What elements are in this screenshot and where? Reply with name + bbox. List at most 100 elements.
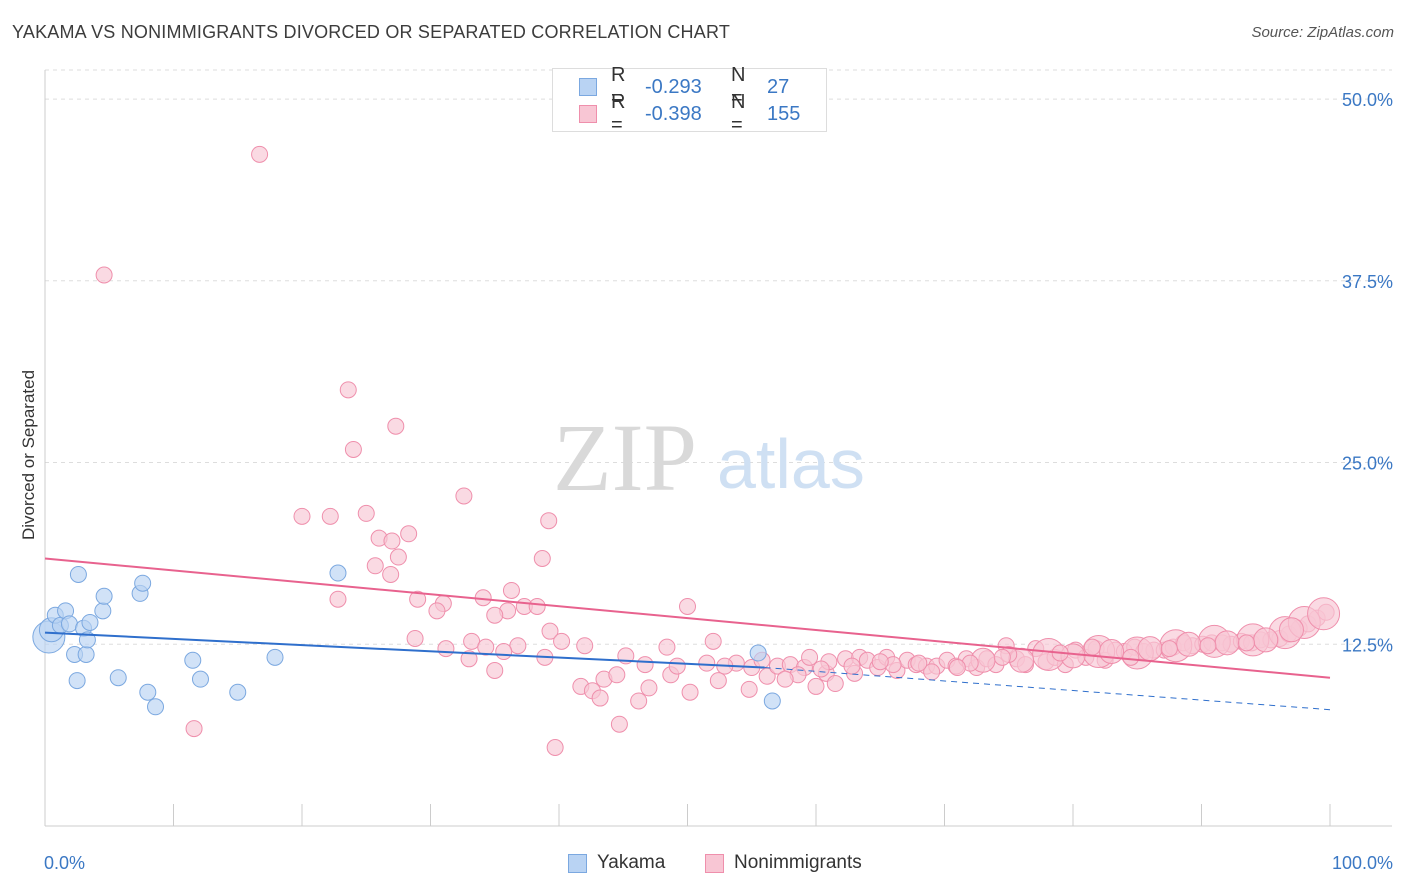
grid-lines: [45, 69, 1392, 645]
legend-series: Yakama Nonimmigrants: [0, 852, 1406, 878]
nonimmigrants-point: [1199, 637, 1217, 655]
nonimmigrants-point: [463, 632, 481, 650]
nonimmigrants-point: [460, 650, 478, 668]
nonimmigrants-point: [740, 680, 758, 698]
y-tick-label: 25.0%: [1342, 454, 1393, 474]
nonimmigrants-point: [389, 548, 407, 566]
legend-n-value: 27: [767, 75, 790, 98]
nonimmigrants-point: [636, 656, 654, 674]
yakama-point: [266, 648, 284, 666]
nonimmigrants-point: [709, 672, 727, 690]
legend-swatch-nonimmigrants: [579, 105, 597, 123]
legend-r-value: -0.293: [645, 75, 702, 98]
nonimmigrants-point: [502, 581, 520, 599]
yakama-point: [68, 672, 86, 690]
nonimmigrants-point: [329, 590, 347, 608]
nonimmigrants-point: [528, 597, 546, 615]
legend-stats: R = -0.293 N = 27 R = -0.398 N = 155: [552, 64, 827, 136]
nonimmigrants-point: [477, 638, 495, 656]
nonimmigrants-point: [382, 565, 400, 583]
nonimmigrants-trend-line: [44, 557, 1331, 679]
nonimmigrants-point: [1307, 597, 1341, 631]
legend-swatch-nonimmigrants: [705, 853, 724, 873]
yakama-point: [184, 651, 202, 669]
y-axis-label: Divorced or Separated: [19, 370, 38, 540]
y-tick-label: 50.0%: [1342, 90, 1393, 110]
nonimmigrants-point: [406, 629, 424, 647]
legend-r-label: R =: [611, 64, 626, 109]
legend-n-label: N =: [731, 64, 746, 109]
trend-lines: [44, 557, 1331, 711]
axes: [44, 70, 1392, 827]
nonimmigrants-point: [1083, 638, 1101, 656]
nonimmigrants-point: [1237, 634, 1255, 652]
legend-swatch-yakama: [568, 853, 587, 873]
yakama-point: [77, 645, 95, 663]
tick-labels: 12.5% 25.0% 37.5% 50.0% 0.0% 100.0%: [44, 90, 1393, 873]
yakama-point: [147, 698, 165, 716]
nonimmigrants-point: [801, 648, 819, 666]
nonimmigrants-point: [640, 679, 658, 697]
nonimmigrants-point: [679, 597, 696, 615]
nonimmigrants-point: [1253, 627, 1279, 653]
yakama-point: [78, 631, 96, 649]
nonimmigrants-point: [1137, 636, 1163, 662]
nonimmigrants-point: [910, 654, 928, 672]
nonimmigrants-point: [486, 606, 504, 624]
legend-r-value: -0.398: [645, 102, 702, 125]
nonimmigrants-point: [455, 487, 473, 505]
yakama-point: [69, 565, 87, 583]
yakama-point: [60, 615, 78, 633]
yakama-point: [139, 683, 157, 701]
nonimmigrants-point: [357, 504, 375, 522]
chart-title: YAKAMA VS NONIMMIGRANTS DIVORCED OR SEPA…: [12, 22, 731, 42]
nonimmigrants-point: [185, 720, 203, 738]
yakama-point: [134, 574, 152, 592]
nonimmigrants-point: [668, 657, 686, 675]
yakama-point: [749, 644, 767, 662]
nonimmigrants-point: [948, 659, 966, 677]
nonimmigrants-point: [495, 643, 513, 661]
nonimmigrants-point: [576, 637, 594, 655]
y-tick-label: 37.5%: [1342, 272, 1393, 292]
yakama-point: [109, 669, 127, 687]
legend-label-nonimmigrants: Nonimmigrants: [734, 852, 862, 873]
nonimmigrants-point: [95, 266, 113, 284]
nonimmigrants-point: [1122, 648, 1140, 666]
nonimmigrants-point: [843, 657, 861, 675]
nonimmigrants-point: [1160, 640, 1178, 658]
legend-item-nonimmigrants[interactable]: Nonimmigrants: [705, 852, 862, 874]
chart-source: Source: ZipAtlas.com: [1251, 24, 1394, 41]
nonimmigrants-point: [608, 666, 626, 684]
nonimmigrants-point: [681, 683, 699, 701]
yakama-point: [329, 564, 347, 582]
nonimmigrants-point: [540, 512, 558, 530]
nonimmigrants-point: [591, 689, 609, 707]
nonimmigrants-point: [541, 622, 559, 640]
legend-n-value: 155: [767, 102, 801, 125]
watermark-atlas: atlas: [717, 425, 865, 503]
nonimmigrants-point: [251, 145, 269, 163]
nonimmigrants-point: [387, 417, 405, 435]
watermark: ZIP atlas: [553, 404, 865, 511]
nonimmigrants-point: [807, 677, 825, 695]
yakama-trend-line: [44, 631, 765, 669]
nonimmigrants-point: [871, 653, 889, 671]
nonimmigrants-point: [428, 602, 446, 620]
nonimmigrants-point: [698, 654, 716, 672]
yakama-point: [763, 692, 781, 710]
nonimmigrants-point: [658, 638, 676, 656]
data-points: [32, 145, 1341, 756]
y-tick-label: 12.5%: [1342, 635, 1393, 655]
legend-item-yakama[interactable]: Yakama: [568, 852, 665, 874]
nonimmigrants-point: [630, 692, 648, 710]
nonimmigrants-point: [509, 637, 527, 655]
nonimmigrants-point: [1214, 630, 1240, 656]
legend-label-yakama: Yakama: [597, 852, 666, 873]
nonimmigrants-point: [993, 648, 1011, 666]
nonimmigrants-point: [546, 738, 564, 756]
nonimmigrants-point: [826, 675, 844, 693]
yakama-point: [81, 613, 99, 631]
yakama-point: [94, 602, 112, 620]
